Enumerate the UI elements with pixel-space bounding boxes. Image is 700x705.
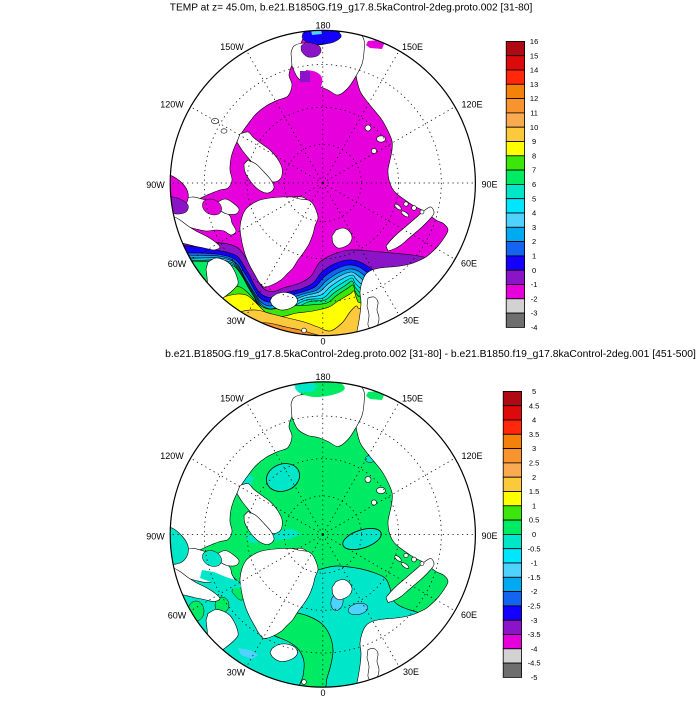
svg-text:13: 13	[530, 80, 538, 89]
svg-text:4: 4	[532, 416, 536, 425]
svg-text:3: 3	[532, 223, 536, 232]
svg-text:60W: 60W	[168, 259, 187, 269]
svg-text:-2.5: -2.5	[528, 602, 541, 611]
svg-text:1: 1	[532, 252, 536, 261]
svg-text:60W: 60W	[168, 611, 187, 621]
svg-text:60E: 60E	[461, 259, 477, 269]
svg-text:16: 16	[530, 37, 538, 46]
svg-text:120W: 120W	[160, 100, 184, 110]
svg-text:4.5: 4.5	[529, 401, 539, 410]
svg-text:8: 8	[532, 151, 536, 160]
svg-text:0: 0	[320, 688, 325, 698]
svg-text:-4.5: -4.5	[528, 659, 541, 668]
svg-text:-2: -2	[531, 294, 538, 303]
svg-text:90W: 90W	[146, 180, 165, 190]
svg-text:90W: 90W	[146, 532, 165, 542]
svg-text:5: 5	[532, 194, 536, 203]
svg-text:TEMP at z= 45.0m, b.e21.B1850: TEMP at z= 45.0m, b.e21.B1850G.f19_g17.8…	[170, 3, 533, 14]
svg-text:-5: -5	[531, 673, 538, 682]
svg-text:2: 2	[532, 237, 536, 246]
svg-text:4: 4	[532, 209, 536, 218]
svg-text:30E: 30E	[403, 667, 419, 677]
svg-text:-1.5: -1.5	[528, 573, 541, 582]
svg-text:90E: 90E	[481, 180, 497, 190]
svg-text:-3.5: -3.5	[528, 630, 541, 639]
svg-text:3.5: 3.5	[529, 430, 539, 439]
svg-text:0: 0	[532, 530, 536, 539]
svg-text:1.5: 1.5	[529, 487, 539, 496]
svg-text:11: 11	[530, 109, 538, 118]
svg-text:-0.5: -0.5	[528, 544, 541, 553]
svg-text:120E: 120E	[461, 451, 482, 461]
svg-text:2: 2	[532, 473, 536, 482]
svg-text:-2: -2	[531, 587, 538, 596]
svg-text:10: 10	[530, 123, 538, 132]
svg-text:150W: 150W	[220, 394, 244, 404]
svg-text:5: 5	[532, 387, 536, 396]
svg-text:-3: -3	[531, 309, 538, 318]
svg-text:180: 180	[315, 21, 330, 31]
svg-text:9: 9	[532, 137, 536, 146]
svg-text:0.5: 0.5	[529, 516, 539, 525]
svg-text:-3: -3	[531, 616, 538, 625]
svg-text:-1: -1	[531, 559, 538, 568]
svg-text:120W: 120W	[160, 451, 184, 461]
svg-text:b.e21.B1850G.f19_g17.8.5kaCont: b.e21.B1850G.f19_g17.8.5kaControl-2deg.p…	[165, 349, 696, 360]
svg-text:-1: -1	[531, 280, 538, 289]
svg-text:12: 12	[530, 94, 538, 103]
svg-text:30E: 30E	[403, 316, 419, 326]
svg-text:30W: 30W	[227, 668, 246, 678]
svg-text:30W: 30W	[227, 316, 246, 326]
svg-text:60E: 60E	[461, 610, 477, 620]
svg-text:-4: -4	[531, 323, 538, 332]
svg-text:6: 6	[532, 180, 536, 189]
svg-text:150E: 150E	[402, 394, 423, 404]
svg-text:14: 14	[530, 66, 538, 75]
svg-text:15: 15	[530, 51, 538, 60]
svg-text:120E: 120E	[461, 100, 482, 110]
svg-text:0: 0	[532, 266, 536, 275]
svg-text:3: 3	[532, 444, 536, 453]
svg-text:150W: 150W	[220, 42, 244, 52]
svg-text:1: 1	[532, 501, 536, 510]
svg-text:180: 180	[315, 372, 330, 382]
svg-text:7: 7	[532, 166, 536, 175]
svg-text:150E: 150E	[402, 42, 423, 52]
svg-text:90E: 90E	[481, 531, 497, 541]
svg-text:-4: -4	[531, 644, 538, 653]
svg-text:2.5: 2.5	[529, 459, 539, 468]
svg-text:0: 0	[320, 337, 325, 347]
